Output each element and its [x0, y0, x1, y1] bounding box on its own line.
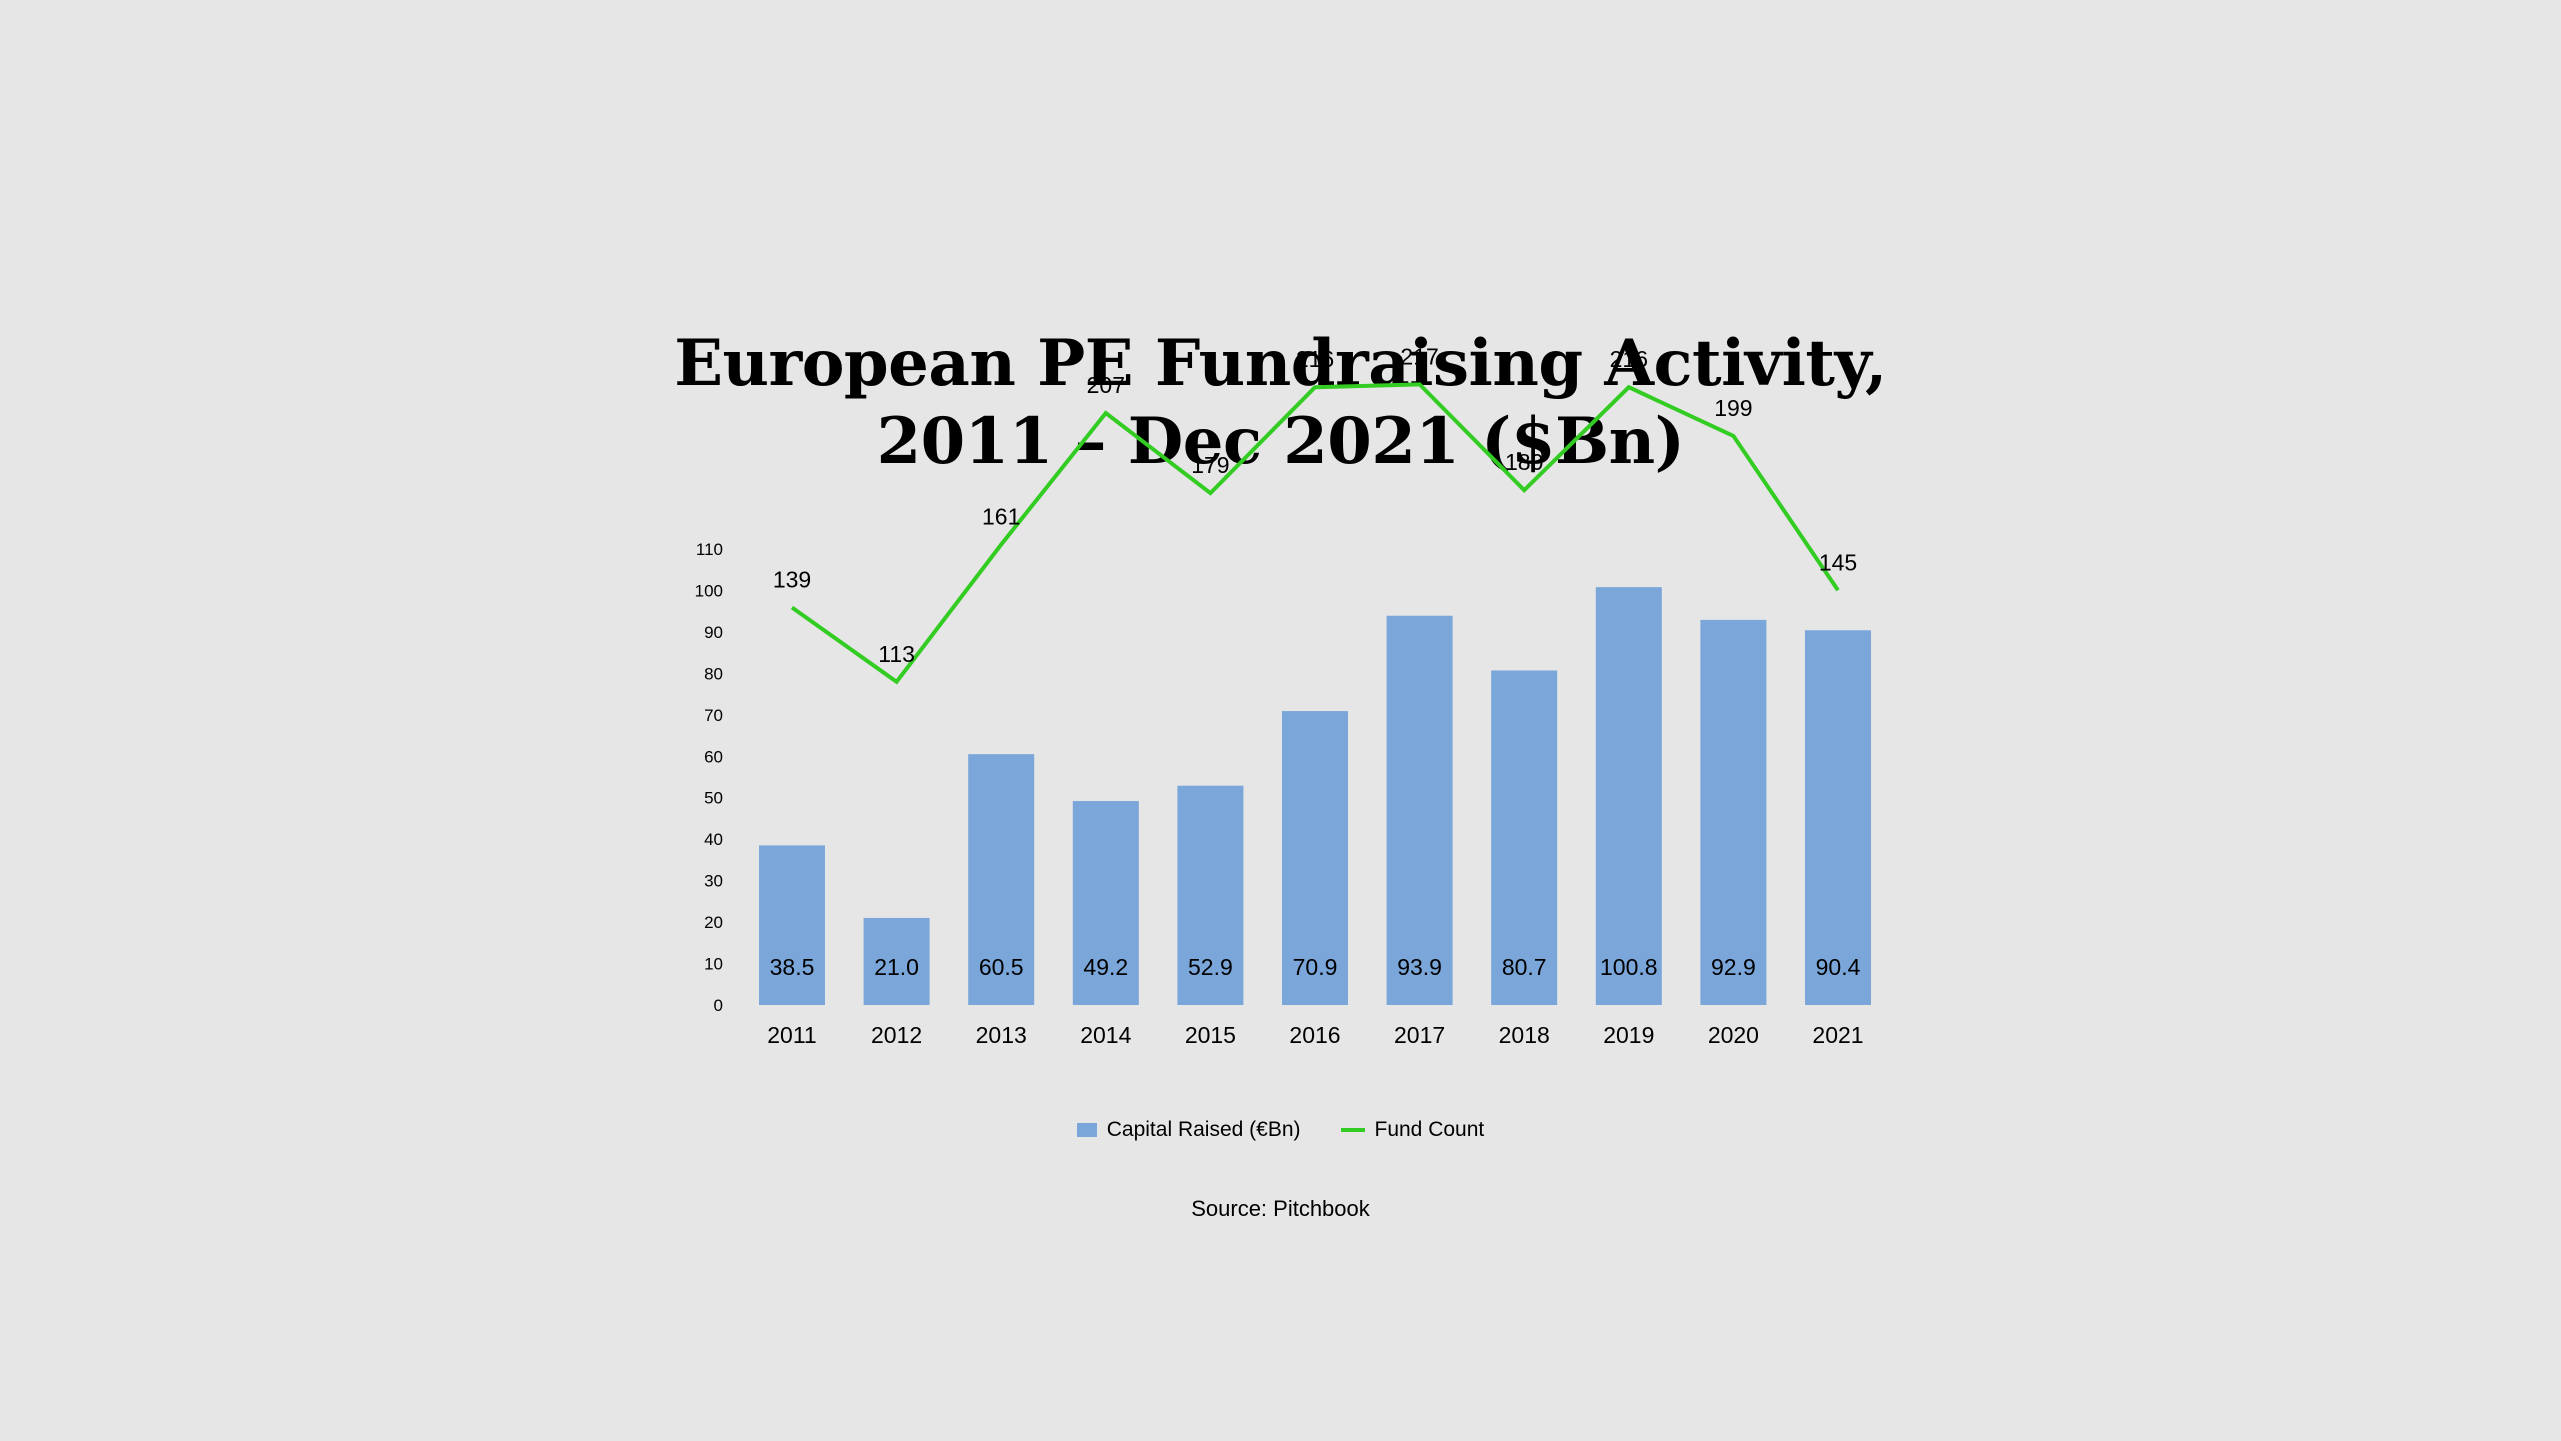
bar: [1805, 630, 1871, 1005]
line-value-label: 207: [1087, 372, 1125, 398]
bar: [1491, 670, 1558, 1005]
bar-value-label: 60.5: [979, 954, 1024, 980]
bar-value-label: 38.5: [770, 954, 815, 980]
legend-item-fund-count: Fund Count: [1340, 1118, 1485, 1142]
x-tick-label: 2011: [767, 1022, 816, 1048]
bar: [1595, 587, 1662, 1005]
chart-title: European PE Fundraising Activity, 2011 –…: [0, 325, 2561, 481]
x-tick-label: 2015: [1185, 1022, 1236, 1048]
y-tick-label: 100: [695, 581, 723, 600]
line-value-label: 216: [1610, 346, 1648, 372]
y-tick-label: 10: [704, 955, 723, 974]
x-tick-label: 2013: [976, 1022, 1027, 1048]
x-axis: 2011 2012 2013 2014 2015 2016 2017 2018 2019 2020…: [767, 1022, 1863, 1048]
line-series: 139 113 161 207 179 216 217 180 216 199 145: [773, 343, 1857, 685]
bar-value-label: 90.4: [1816, 954, 1861, 980]
y-tick-label: 50: [704, 789, 723, 808]
x-tick-label: 2012: [871, 1022, 922, 1048]
y-tick-label: 30: [704, 872, 723, 891]
y-tick-label: 60: [704, 747, 723, 766]
bar: [968, 754, 1035, 1005]
bar-value-label: 80.7: [1502, 954, 1547, 980]
chart-title-line-1: European PE Fundraising Activity,: [674, 326, 1887, 401]
x-tick-label: 2019: [1603, 1022, 1654, 1048]
y-tick-label: 110: [696, 540, 723, 559]
x-tick-label: 2014: [1080, 1022, 1131, 1048]
line-value-label: 180: [1505, 449, 1543, 475]
y-axis: 0 10 20 30 40 50 60 70 80 90 100 110: [695, 540, 723, 1015]
y-tick-label: 20: [704, 913, 723, 932]
line-value-label: 217: [1400, 343, 1438, 369]
bar: [1177, 785, 1244, 1005]
fund-count-line: [790, 382, 1840, 685]
line-value-label: 145: [1819, 549, 1857, 575]
y-tick-label: 80: [704, 664, 723, 683]
bar-series: 38.5 21.0 60.5 49.2 52.9 70.9 93.9 80.7 100.8 92.…: [759, 587, 1871, 1005]
bar: [1386, 615, 1453, 1005]
bar-value-label: 70.9: [1293, 954, 1338, 980]
legend-swatch-line: [1340, 1128, 1365, 1132]
bar: [863, 917, 930, 1005]
x-tick-label: 2018: [1499, 1022, 1550, 1048]
legend-label-fund-count: Fund Count: [1374, 1118, 1485, 1141]
line-value-label: 113: [878, 641, 915, 667]
bar: [1282, 711, 1348, 1005]
x-tick-label: 2020: [1708, 1022, 1759, 1048]
line-value-label: 216: [1296, 346, 1334, 372]
legend-label-capital: Capital Raised (€Bn): [1106, 1118, 1301, 1141]
bar-value-label: 93.9: [1397, 954, 1442, 980]
chart-legend: Capital Raised (€Bn) Fund Count: [0, 1118, 2561, 1142]
line-value-label: 199: [1714, 395, 1752, 421]
x-tick-label: 2021: [1812, 1022, 1863, 1048]
y-tick-label: 70: [704, 706, 723, 725]
bar-value-label: 21.0: [874, 954, 919, 980]
bar: [759, 845, 825, 1005]
y-tick-label: 40: [704, 830, 723, 849]
bar-value-label: 52.9: [1188, 954, 1233, 980]
x-tick-label: 2017: [1394, 1022, 1445, 1048]
bar-value-label: 92.9: [1711, 954, 1756, 980]
bar: [1072, 801, 1139, 1005]
bar-value-label: 49.2: [1083, 954, 1128, 980]
legend-swatch-bar: [1076, 1123, 1097, 1137]
y-tick-label: 0: [714, 996, 723, 1015]
y-tick-label: 90: [704, 623, 723, 642]
line-value-label: 161: [982, 504, 1020, 530]
bar: [1700, 619, 1767, 1005]
legend-item-capital: Capital Raised (€Bn): [1076, 1118, 1301, 1142]
x-tick-label: 2016: [1289, 1022, 1340, 1048]
line-value-label: 179: [1191, 452, 1229, 478]
line-value-label: 139: [773, 566, 811, 592]
source-note: Source: Pitchbook: [1191, 1196, 1370, 1221]
bar-value-label: 100.8: [1600, 954, 1658, 980]
